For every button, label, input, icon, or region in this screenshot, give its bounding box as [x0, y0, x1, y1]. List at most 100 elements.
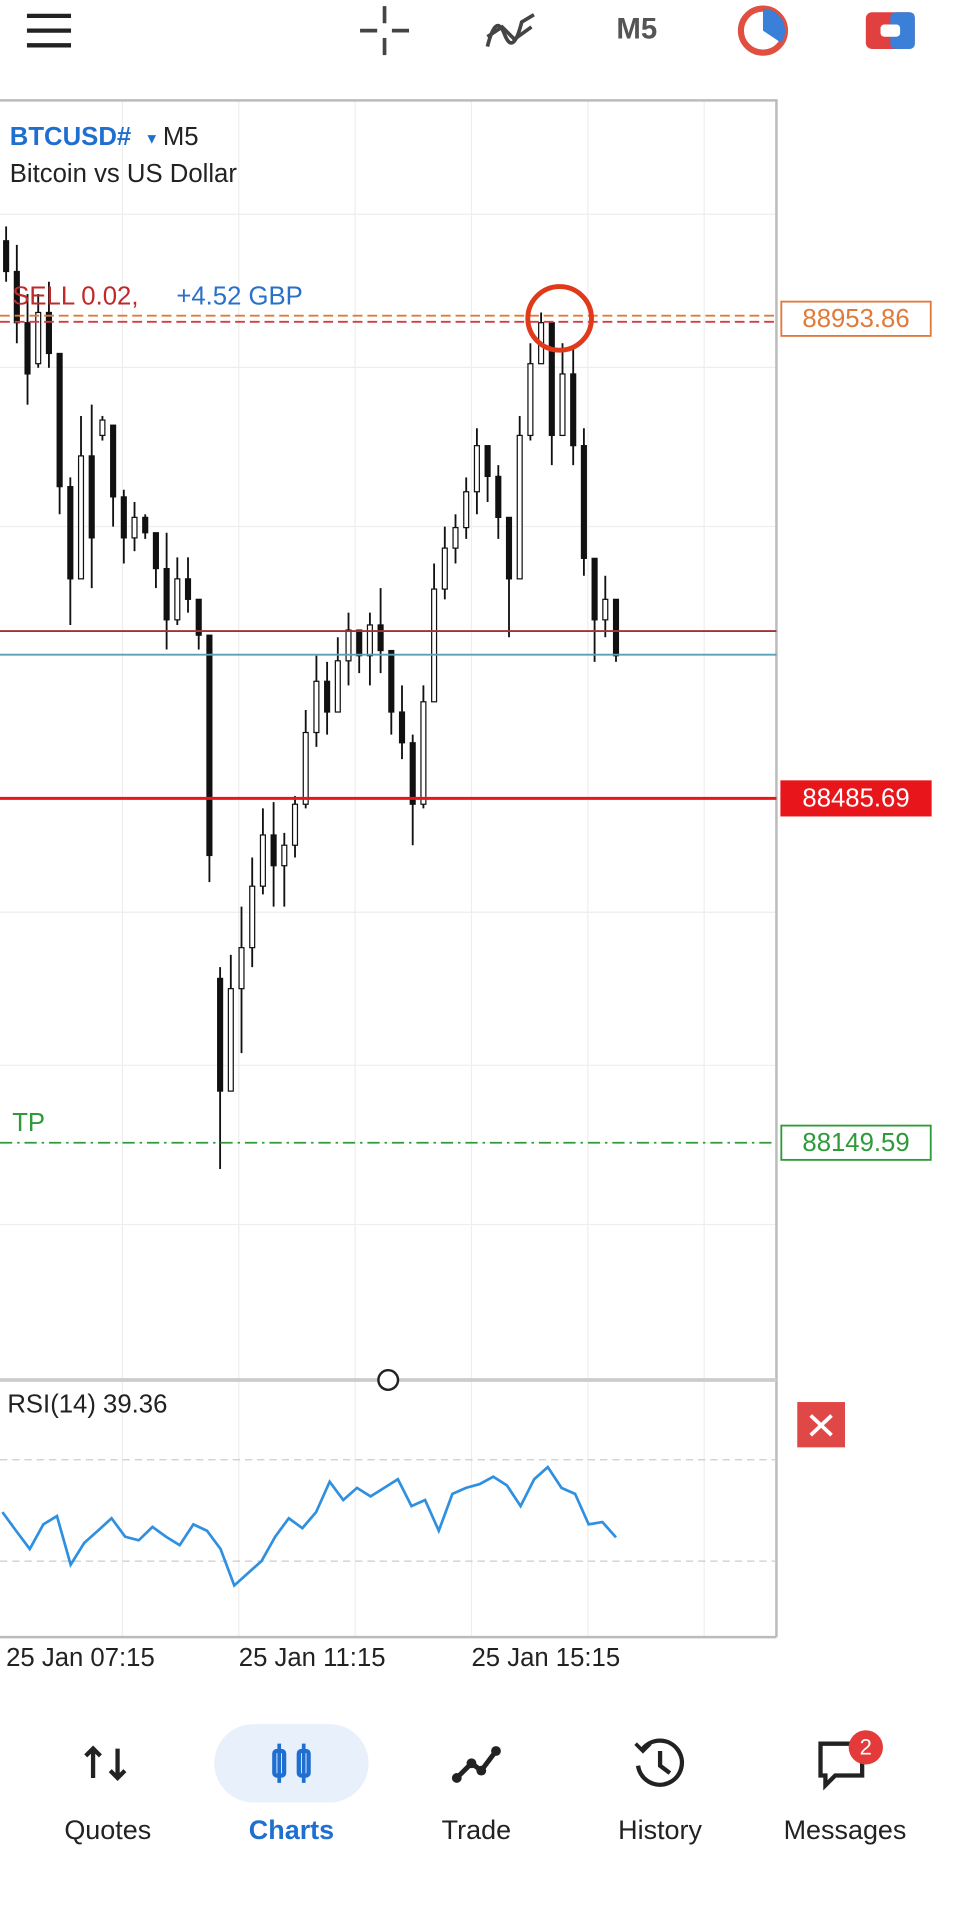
candle-body [356, 629, 363, 657]
nav-active-bg [214, 1724, 369, 1803]
candle-body [505, 516, 513, 580]
candle-body [463, 491, 470, 529]
nav-label: History [618, 1815, 702, 1845]
candle-body [227, 988, 234, 1092]
candle-body [152, 532, 159, 570]
chart-timeframe: M5 [163, 123, 199, 151]
nav-item[interactable]: Quotes [64, 1745, 151, 1845]
candle-body [56, 352, 63, 488]
price-tag-label: 88953.86 [802, 305, 909, 333]
candle-body [591, 557, 598, 621]
candle-body [184, 578, 192, 600]
candle-body [24, 322, 31, 375]
candle-body [174, 578, 181, 621]
bottom-nav: Quotes Charts Trade History Messages 2 [64, 1724, 906, 1845]
candle-body [420, 701, 427, 805]
annotation-circle [525, 284, 594, 353]
timeframe-button[interactable]: M5 [616, 12, 657, 45]
nav-icon [272, 1743, 311, 1783]
nav-item[interactable]: Charts [214, 1724, 369, 1845]
position-label: SELL 0.02, [12, 282, 138, 310]
divider-handle[interactable] [377, 1368, 400, 1392]
candle-body [580, 445, 587, 559]
candle-body [195, 598, 202, 636]
candle-body [45, 311, 52, 355]
candle-body [548, 322, 555, 437]
nav-item[interactable]: History [618, 1738, 703, 1845]
levels: 88953.86 88485.69 88149.59 [0, 300, 932, 1161]
candle-body [516, 434, 523, 580]
price-tag [780, 780, 932, 817]
nav-label: Messages [784, 1815, 907, 1845]
candle-body [259, 834, 266, 887]
badge [848, 1730, 883, 1765]
trade-button[interactable] [865, 12, 915, 49]
candle-body [291, 803, 299, 846]
clock-button[interactable] [737, 5, 789, 56]
rsi-label: RSI(14) 39.36 [7, 1391, 167, 1419]
candle-body [345, 629, 352, 662]
price-tag [780, 1124, 932, 1161]
tp-label: TP [12, 1109, 45, 1137]
candle-body [206, 634, 213, 857]
candle-body [67, 486, 74, 580]
candle-body [612, 598, 620, 657]
candle-body [99, 419, 106, 437]
candle-body [217, 977, 224, 1092]
crosshair-button[interactable] [360, 6, 410, 56]
candle-body [388, 649, 395, 713]
price-tag-label: 88485.69 [802, 784, 909, 812]
candle-body [473, 445, 480, 493]
position-profit: +4.52 GBP [176, 282, 302, 310]
candle-body [35, 311, 42, 365]
candle-body [120, 496, 127, 539]
nav-item[interactable]: Messages [784, 1741, 907, 1845]
candle-body [270, 834, 277, 867]
candle-body [409, 742, 416, 805]
candle-body [484, 445, 491, 478]
candle-body [398, 711, 406, 744]
badge-count: 2 [860, 1734, 872, 1759]
time-label: 25 Jan 11:15 [239, 1644, 386, 1672]
candle-body [3, 240, 10, 273]
candle-body [366, 624, 373, 657]
rsi-line [1, 1465, 618, 1588]
candle-body [110, 424, 117, 498]
rsi-panel [0, 1459, 777, 1588]
candle-body [281, 844, 288, 867]
candle-body [324, 680, 331, 713]
candle-body [527, 363, 534, 437]
symbol-dropdown[interactable]: ▼ [145, 131, 160, 147]
candle-body [302, 731, 309, 805]
indicators-button[interactable] [485, 13, 535, 47]
time-label: 25 Jan 15:15 [471, 1644, 620, 1672]
symbol[interactable]: BTCUSD# [10, 123, 131, 151]
candle-body [441, 547, 448, 590]
candle-body [163, 567, 170, 621]
candle-body [131, 516, 138, 539]
candle-body [602, 598, 609, 621]
nav-icon [634, 1738, 685, 1787]
candle-body [77, 455, 85, 580]
candle-body [570, 373, 577, 447]
symbol-description: Bitcoin vs US Dollar [10, 160, 238, 188]
candle-body [452, 527, 459, 549]
candles [3, 226, 620, 1169]
nav-label: Quotes [64, 1815, 151, 1845]
candle-body [559, 373, 566, 437]
candle-body [334, 660, 341, 713]
nav-item[interactable]: Trade [442, 1746, 511, 1845]
price-tag-label: 88149.59 [802, 1129, 909, 1157]
menu-button[interactable] [26, 13, 72, 48]
nav-label: Charts [249, 1815, 334, 1845]
time-label: 25 Jan 07:15 [6, 1644, 155, 1672]
price-tag [780, 300, 932, 337]
nav-icon [84, 1745, 127, 1781]
nav-label: Trade [442, 1815, 511, 1845]
nav-icon [451, 1746, 501, 1783]
close-indicator-button[interactable] [797, 1402, 846, 1448]
candle-body [495, 475, 502, 518]
candle-body [142, 516, 149, 534]
